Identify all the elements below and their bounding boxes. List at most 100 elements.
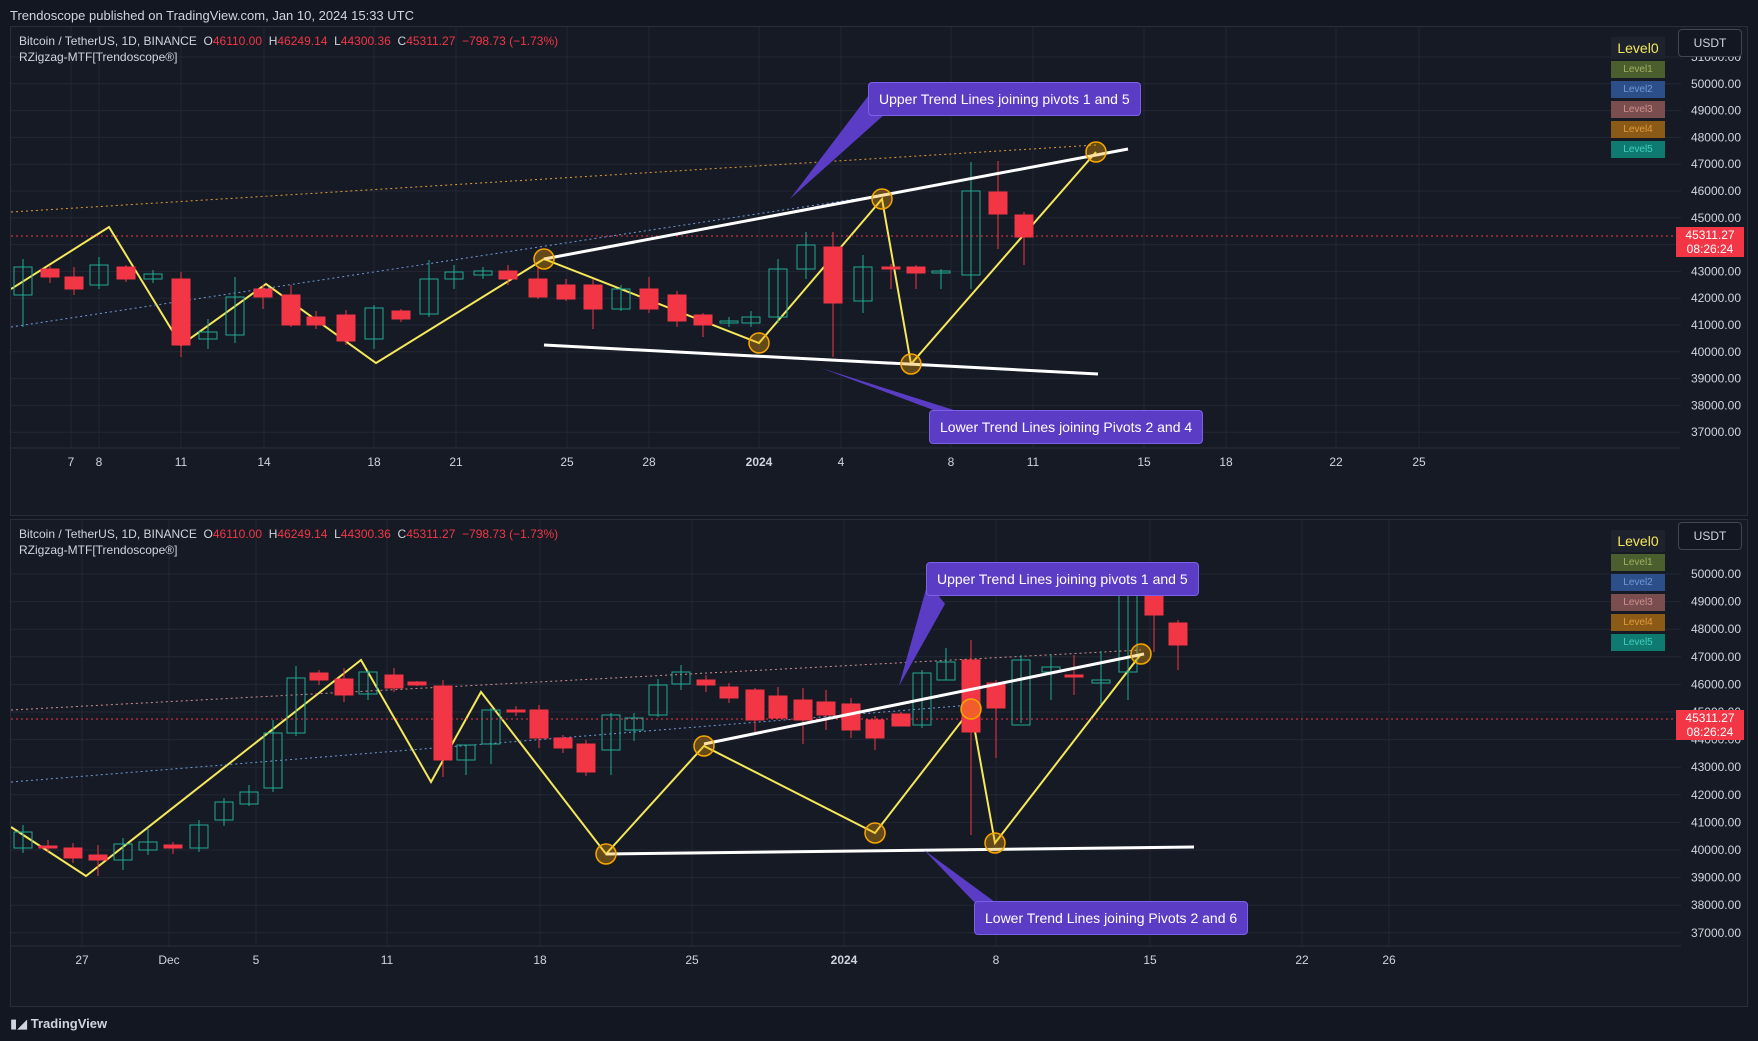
candle-body <box>671 671 691 685</box>
time-tick: 5 <box>253 953 260 967</box>
callout-upper[interactable]: Upper Trend Lines joining pivots 1 and 5 <box>926 562 1199 596</box>
low-value: 44300.36 <box>340 34 391 48</box>
last-price-value: 45311.27 <box>1685 711 1735 725</box>
candle-body <box>1014 214 1034 238</box>
candle-body <box>419 278 439 315</box>
level4-badge: Level4 <box>1611 614 1665 631</box>
price-tick: 43000.00 <box>1691 264 1741 278</box>
candle-body <box>13 831 33 849</box>
pivot-markers <box>533 141 1107 375</box>
candle-body <box>444 271 464 280</box>
bar-countdown: 08:26:24 <box>1686 725 1734 739</box>
candle-body <box>38 845 58 849</box>
candle-body <box>961 190 981 276</box>
candle-body <box>639 288 659 310</box>
price-tick: 38000.00 <box>1691 398 1741 412</box>
candle-body <box>506 709 526 713</box>
candle-body <box>624 717 644 731</box>
price-tick: 48000.00 <box>1691 130 1741 144</box>
pivot-markers <box>595 643 1152 865</box>
price-tick: 41000.00 <box>1691 318 1741 332</box>
candle-body <box>1011 659 1031 726</box>
brand-name: TradingView <box>30 1016 108 1031</box>
candle-body <box>13 266 33 296</box>
currency-button[interactable]: USDT <box>1678 522 1742 550</box>
candle-body <box>961 659 981 733</box>
candle-body <box>768 695 788 719</box>
time-tick: 27 <box>75 953 89 967</box>
price-tick: 37000.00 <box>1691 425 1741 439</box>
pivot-marker <box>871 188 893 210</box>
candle-body <box>648 684 668 716</box>
price-tick: 40000.00 <box>1691 843 1741 857</box>
currency-button[interactable]: USDT <box>1678 29 1742 57</box>
zigzag-line <box>11 194 883 328</box>
candle-body <box>384 674 404 689</box>
time-axis: 27 Dec 5 11 18 25 2024 8 15 22 26 <box>11 945 1681 967</box>
time-tick: 11 <box>381 953 394 967</box>
candle-body <box>841 703 861 731</box>
price-tick: 38000.00 <box>1691 898 1741 912</box>
price-tick: 42000.00 <box>1691 291 1741 305</box>
candle-body <box>1064 674 1084 678</box>
candle-body <box>936 661 956 681</box>
chart-pane-bottom[interactable]: 50000.00 49000.00 48000.00 47000.00 46000.00… <box>10 519 1748 1007</box>
pivot-marker <box>595 843 617 865</box>
candle-body <box>113 843 133 861</box>
candle-body <box>358 671 378 695</box>
chart-pane-top[interactable]: 51000.00 50000.00 49000.00 48000.00 47000.00… <box>10 26 1748 516</box>
time-tick: 8 <box>948 455 955 469</box>
close-value: 45311.27 <box>406 527 456 541</box>
candle-body <box>281 294 301 326</box>
change-value: −798.73 (−1.73%) <box>462 34 559 48</box>
candle-body <box>239 791 259 805</box>
time-tick: 21 <box>449 455 463 469</box>
time-tick: Dec <box>158 953 179 967</box>
close-label: C <box>397 527 407 541</box>
time-tick: 28 <box>642 455 656 469</box>
candle-body <box>906 266 926 274</box>
candle-body <box>601 714 621 751</box>
candle-body <box>576 743 596 773</box>
level2-badge: Level2 <box>1611 574 1665 591</box>
time-tick: 8 <box>993 953 1000 967</box>
candle-body <box>89 264 109 286</box>
candle-body <box>334 678 354 696</box>
pivot-marker <box>748 332 770 354</box>
callout-upper[interactable]: Upper Trend Lines joining pivots 1 and 5 <box>868 82 1141 116</box>
symbol-name[interactable]: Bitcoin / TetherUS, 1D, BINANCE <box>19 527 197 541</box>
bar-countdown: 08:26:24 <box>1686 242 1734 256</box>
time-tick: 4 <box>838 455 845 469</box>
time-tick: 15 <box>1143 953 1157 967</box>
indicator-name[interactable]: RZigzag-MTF[Trendoscope®] <box>19 543 178 557</box>
candle-body <box>407 681 427 686</box>
candles <box>13 570 1188 876</box>
zigzag-line <box>11 144 1097 213</box>
callout-lower[interactable]: Lower Trend Lines joining Pivots 2 and 6 <box>974 901 1249 935</box>
candle-body <box>64 276 84 290</box>
candle-body <box>816 701 836 716</box>
price-tick: 42000.00 <box>1691 788 1741 802</box>
zigzag-line <box>11 649 1142 711</box>
candle-body <box>171 278 191 346</box>
tradingview-logo[interactable]: ▮◢ TradingView <box>10 1016 107 1032</box>
upper-trend-line <box>543 147 1129 261</box>
time-axis: 7 8 11 14 18 21 25 28 2024 4 8 11 15 18 22 25 <box>11 447 1681 469</box>
symbol-name[interactable]: Bitcoin / TetherUS, 1D, BINANCE <box>19 34 197 48</box>
price-tick: 48000.00 <box>1691 622 1741 636</box>
candle-body <box>481 709 501 745</box>
candle-body <box>891 713 911 727</box>
price-tick: 46000.00 <box>1691 184 1741 198</box>
time-tick: 18 <box>367 455 381 469</box>
candle-body <box>63 847 83 859</box>
open-value: 46110.00 <box>212 527 263 541</box>
candle-body <box>198 331 218 340</box>
time-tick: 2024 <box>746 455 773 469</box>
chart-canvas-bottom[interactable]: 50000.00 49000.00 48000.00 47000.00 46000.00… <box>11 520 1747 1006</box>
callout-pointer-lower <box>924 850 999 905</box>
candle-body <box>263 732 283 789</box>
indicator-name[interactable]: RZigzag-MTF[Trendoscope®] <box>19 50 178 64</box>
price-tick: 40000.00 <box>1691 345 1741 359</box>
candle-body <box>553 737 573 749</box>
callout-lower[interactable]: Lower Trend Lines joining Pivots 2 and 4 <box>929 410 1204 444</box>
